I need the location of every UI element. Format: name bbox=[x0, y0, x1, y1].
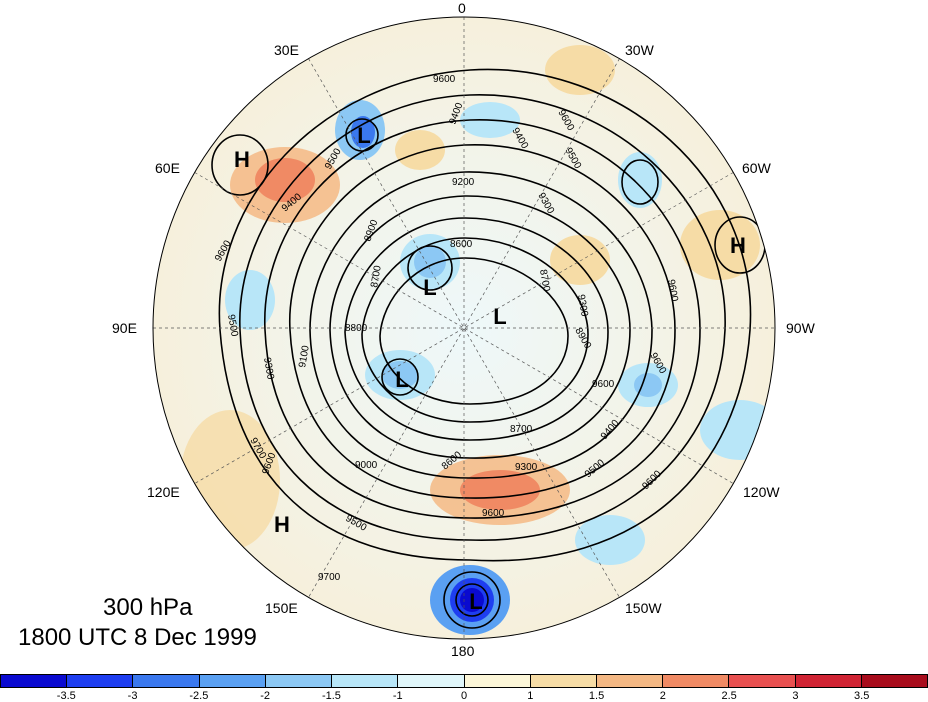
high-center-label: H bbox=[730, 233, 746, 258]
height-contours bbox=[211, 68, 766, 629]
pressure-centers: L L L L L H H H bbox=[234, 123, 746, 614]
colorbar-segment bbox=[1, 675, 68, 687]
longitude-label-60e: 60E bbox=[155, 160, 180, 176]
colorbar-tick-label: -3 bbox=[127, 690, 138, 702]
contour-label: 9600 bbox=[433, 74, 456, 85]
contour-label: 9500 bbox=[225, 314, 240, 338]
contour-label: 9600 bbox=[482, 508, 505, 519]
longitude-label-180: 180 bbox=[451, 643, 475, 659]
colorbar bbox=[0, 674, 928, 688]
colorbar-tick-label: -2.5 bbox=[189, 690, 209, 702]
longitude-label-150e: 150E bbox=[265, 600, 298, 616]
colorbar-tick-label: 1 bbox=[527, 690, 534, 702]
longitude-label-120w: 120W bbox=[743, 484, 780, 500]
contour-label: 8800 bbox=[345, 323, 368, 334]
colorbar-segment bbox=[265, 675, 333, 687]
contour-label: 9300 bbox=[261, 357, 276, 381]
contour-label: 8700 bbox=[537, 269, 552, 293]
low-center-label: L bbox=[469, 589, 482, 614]
contour-label: 9000 bbox=[355, 460, 378, 471]
longitude-label-120e: 120E bbox=[147, 484, 180, 500]
map-disc bbox=[153, 17, 775, 639]
colorbar-tick-label: 1.5 bbox=[588, 690, 605, 702]
colorbar-tick-label: 2.5 bbox=[721, 690, 737, 702]
colorbar-segment bbox=[199, 675, 266, 687]
colorbar-segment bbox=[332, 675, 399, 687]
longitude-label-150w: 150W bbox=[625, 600, 662, 616]
longitude-label-0: 0 bbox=[458, 0, 466, 16]
contour-label: 9200 bbox=[452, 177, 475, 188]
colorbar-segment bbox=[861, 675, 928, 687]
colorbar-tick-label: -1 bbox=[392, 690, 403, 702]
contour-label: 9100 bbox=[297, 344, 312, 368]
longitude-label-30e: 30E bbox=[274, 42, 299, 58]
contour-label: 9300 bbox=[515, 462, 538, 473]
longitude-label-60w: 60W bbox=[742, 160, 771, 176]
contour-label: 8700 bbox=[510, 424, 533, 435]
colorbar-segment bbox=[729, 675, 796, 687]
colorbar-tick-label: 2 bbox=[659, 690, 666, 702]
low-center-label: L bbox=[423, 275, 436, 300]
colorbar-segment bbox=[663, 675, 730, 687]
longitude-label-90w: 90W bbox=[786, 320, 815, 336]
colorbar-segment bbox=[133, 675, 200, 687]
map-border bbox=[152, 16, 776, 640]
contour-label: 9600 bbox=[592, 379, 615, 390]
colorbar-tick-label: 3.5 bbox=[854, 690, 870, 702]
colorbar-segment bbox=[596, 675, 664, 687]
contour-label: 9600 bbox=[665, 279, 680, 303]
contour-label: 9300 bbox=[575, 294, 590, 318]
high-center-label: H bbox=[234, 147, 250, 172]
colorbar-segment bbox=[795, 675, 862, 687]
colorbar-segment bbox=[530, 675, 597, 687]
low-center-label: L bbox=[493, 304, 506, 329]
graticule bbox=[153, 17, 775, 639]
map-level-title: 300 hPa bbox=[103, 594, 193, 621]
low-center-label: L bbox=[395, 367, 408, 392]
colorbar-segment bbox=[67, 675, 134, 687]
map-time-title: 1800 UTC 8 Dec 1999 bbox=[18, 624, 257, 651]
high-center-label: H bbox=[274, 512, 290, 537]
contour-label: 8700 bbox=[369, 264, 384, 288]
colorbar-tick-label: -2 bbox=[260, 690, 271, 702]
colorbar-tick-label: 0 bbox=[460, 690, 468, 702]
contour-label: 8600 bbox=[450, 239, 473, 250]
colorbar-segment bbox=[398, 675, 465, 687]
colorbar-segment bbox=[464, 675, 531, 687]
longitude-label-30w: 30W bbox=[625, 42, 654, 58]
colorbar-tick-label: 3 bbox=[792, 690, 799, 702]
colorbar-tick-label: -1.5 bbox=[321, 690, 341, 702]
colorbar-tick-label: -3.5 bbox=[56, 690, 76, 702]
low-center-label: L bbox=[357, 123, 370, 148]
contour-label: 9700 bbox=[318, 572, 341, 583]
longitude-label-90e: 90E bbox=[112, 320, 137, 336]
